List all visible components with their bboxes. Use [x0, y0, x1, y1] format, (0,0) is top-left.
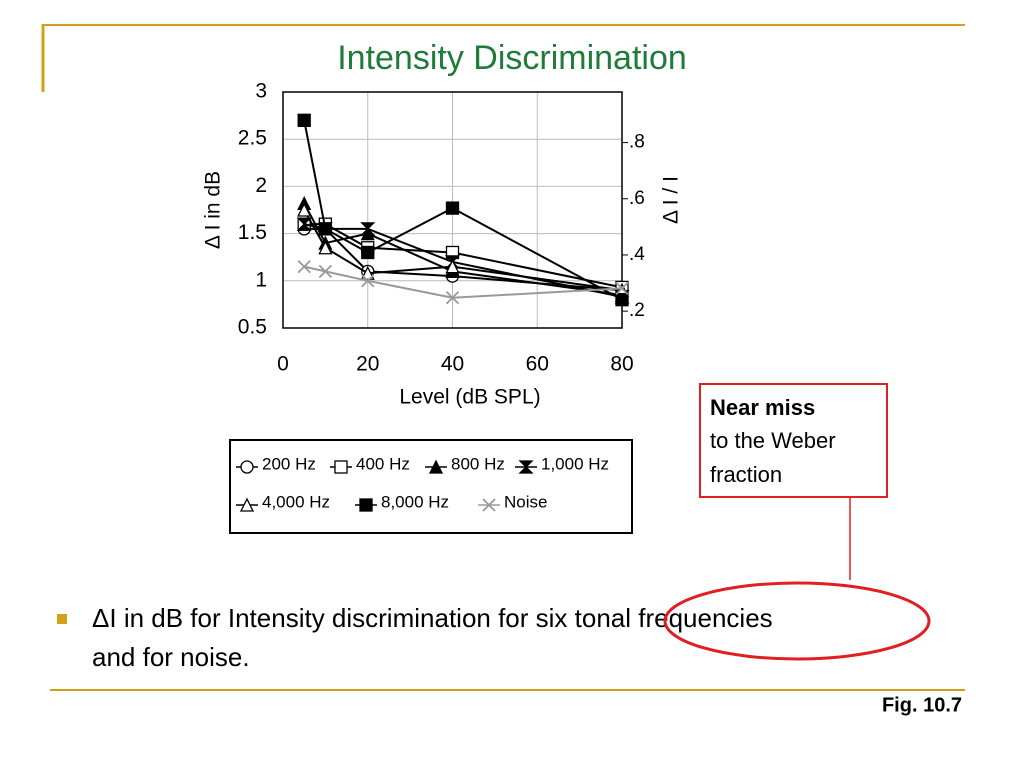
- marker: [297, 202, 312, 217]
- x-tick-label: 80: [610, 353, 633, 376]
- marker: [318, 240, 333, 255]
- marker: [297, 113, 311, 127]
- bullet-text: and for noise.: [92, 642, 250, 672]
- marker: [359, 498, 373, 512]
- series-line: [303, 265, 623, 299]
- legend-label: 200 Hz: [262, 454, 316, 473]
- y-tick-label: 3: [255, 80, 267, 103]
- callout-bold: Near miss: [710, 395, 815, 420]
- y2-tick-label: .6: [629, 188, 645, 209]
- figure-label: Fig. 10.7: [882, 694, 962, 716]
- slide-title: Intensity Discrimination: [337, 39, 687, 77]
- legend-label: Noise: [504, 492, 547, 511]
- y2-tick-label: .2: [629, 300, 645, 321]
- callout-box: [699, 383, 888, 498]
- marker: [296, 217, 312, 231]
- marker: [615, 281, 629, 295]
- marker: [615, 293, 629, 307]
- marker: [445, 291, 460, 305]
- marker: [360, 222, 376, 236]
- y2-tick-label: .4: [629, 244, 645, 265]
- marker: [240, 460, 254, 474]
- marker: [361, 274, 375, 288]
- bullet: [57, 614, 67, 624]
- marker: [297, 260, 311, 274]
- marker: [318, 222, 333, 236]
- legend-label: 800 Hz: [451, 454, 505, 473]
- highlight-ellipse: [663, 581, 931, 661]
- marker: [445, 259, 460, 274]
- x-tick-label: 0: [277, 353, 289, 376]
- x-tick-label: 60: [526, 353, 549, 376]
- x-axis-label: Level (dB SPL): [399, 386, 540, 409]
- marker: [361, 245, 375, 260]
- y-tick-label: 0.5: [238, 316, 267, 339]
- y2-axis-label: Δ I / I: [660, 176, 683, 224]
- x-tick-label: 20: [356, 353, 379, 376]
- legend-box: [229, 439, 633, 534]
- marker: [318, 264, 333, 278]
- legend-label: 1,000 Hz: [541, 454, 609, 473]
- marker: [334, 460, 348, 474]
- y-tick-label: 1.5: [238, 221, 267, 244]
- legend-label: 4,000 Hz: [262, 492, 330, 511]
- marker: [428, 459, 444, 474]
- y-tick-label: 1: [255, 268, 267, 291]
- marker: [239, 497, 255, 512]
- marker: [482, 498, 496, 512]
- y-axis-label: Δ I in dB: [202, 171, 225, 249]
- callout-line: fraction: [710, 462, 782, 487]
- marker: [360, 265, 375, 280]
- legend-label: 400 Hz: [356, 454, 410, 473]
- marker: [445, 201, 460, 215]
- bullet-text: ΔI in dB for Intensity discrimination fo…: [92, 603, 773, 633]
- marker: [518, 460, 534, 474]
- legend-label: 8,000 Hz: [381, 492, 449, 511]
- y2-tick-label: .8: [629, 132, 645, 153]
- x-tick-label: 40: [441, 353, 464, 376]
- y-tick-label: 2.5: [238, 127, 267, 150]
- y-tick-label: 2: [255, 174, 267, 197]
- callout-line: to the Weber: [710, 428, 836, 453]
- plot-frame: [282, 91, 623, 329]
